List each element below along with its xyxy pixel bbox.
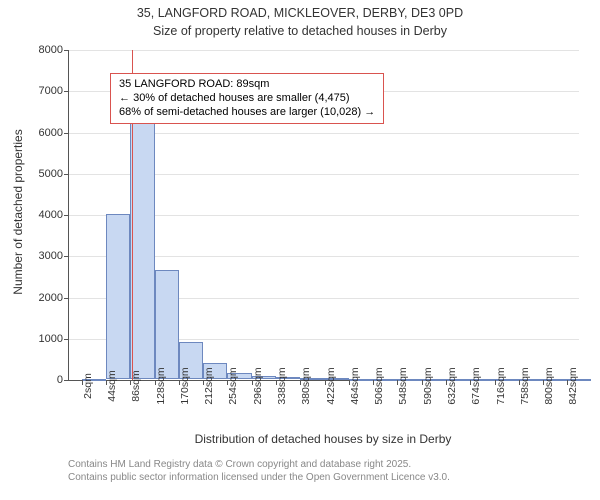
plot-area: 0100020003000400050006000700080002sqm44s… [68,50,579,381]
xtick-label: 44sqm [106,370,118,402]
ytick-label: 3000 [39,250,63,262]
xtick-label: 296sqm [252,367,264,404]
xtick-label: 548sqm [397,367,409,404]
xtick-label: 2sqm [82,373,94,399]
xtick-label: 842sqm [567,367,579,404]
chart-footer: Contains HM Land Registry data © Crown c… [0,458,600,484]
ytick-label: 7000 [39,85,63,97]
footer-line2: Contains public sector information licen… [68,471,600,484]
chart-title-line2: Size of property relative to detached ho… [0,24,600,38]
x-axis-title: Distribution of detached houses by size … [68,432,578,446]
xtick-label: 506sqm [373,367,385,404]
y-axis-title: Number of detached properties [11,112,25,312]
xtick-label: 590sqm [422,367,434,404]
chart-title-line1: 35, LANGFORD ROAD, MICKLEOVER, DERBY, DE… [0,6,600,20]
ytick-label: 4000 [39,209,63,221]
ytick-mark [64,298,69,299]
xtick-label: 800sqm [543,367,555,404]
ytick-mark [64,215,69,216]
xtick-label: 464sqm [349,367,361,404]
histogram-bar [130,107,154,379]
ytick-mark [64,339,69,340]
ytick-label: 0 [57,374,63,386]
annotation-line3: 68% of semi-detached houses are larger (… [119,106,375,120]
ytick-mark [64,380,69,381]
ytick-mark [64,133,69,134]
histogram-bar [155,270,179,379]
ytick-label: 1000 [39,333,63,345]
ytick-mark [64,91,69,92]
ytick-mark [64,174,69,175]
annotation-box: 35 LANGFORD ROAD: 89sqm← 30% of detached… [110,73,384,124]
xtick-label: 632sqm [446,367,458,404]
xtick-label: 254sqm [227,367,239,404]
property-size-chart: 35, LANGFORD ROAD, MICKLEOVER, DERBY, DE… [0,0,600,500]
xtick-label: 422sqm [325,367,337,404]
xtick-label: 128sqm [155,367,167,404]
histogram-bar [106,214,130,379]
ytick-mark [64,256,69,257]
footer-line1: Contains HM Land Registry data © Crown c… [68,458,600,471]
ytick-label: 2000 [39,292,63,304]
ytick-label: 6000 [39,127,63,139]
ytick-mark [64,50,69,51]
xtick-label: 212sqm [203,367,215,404]
annotation-line1: 35 LANGFORD ROAD: 89sqm [119,78,375,92]
annotation-line2: ← 30% of detached houses are smaller (4,… [119,92,375,106]
xtick-label: 716sqm [495,367,507,404]
xtick-label: 674sqm [470,367,482,404]
ytick-label: 8000 [39,44,63,56]
xtick-label: 338sqm [276,367,288,404]
xtick-label: 170sqm [179,367,191,404]
ytick-label: 5000 [39,168,63,180]
xtick-label: 758sqm [519,367,531,404]
xtick-label: 86sqm [130,370,142,402]
gridline [69,50,579,51]
xtick-label: 380sqm [300,367,312,404]
